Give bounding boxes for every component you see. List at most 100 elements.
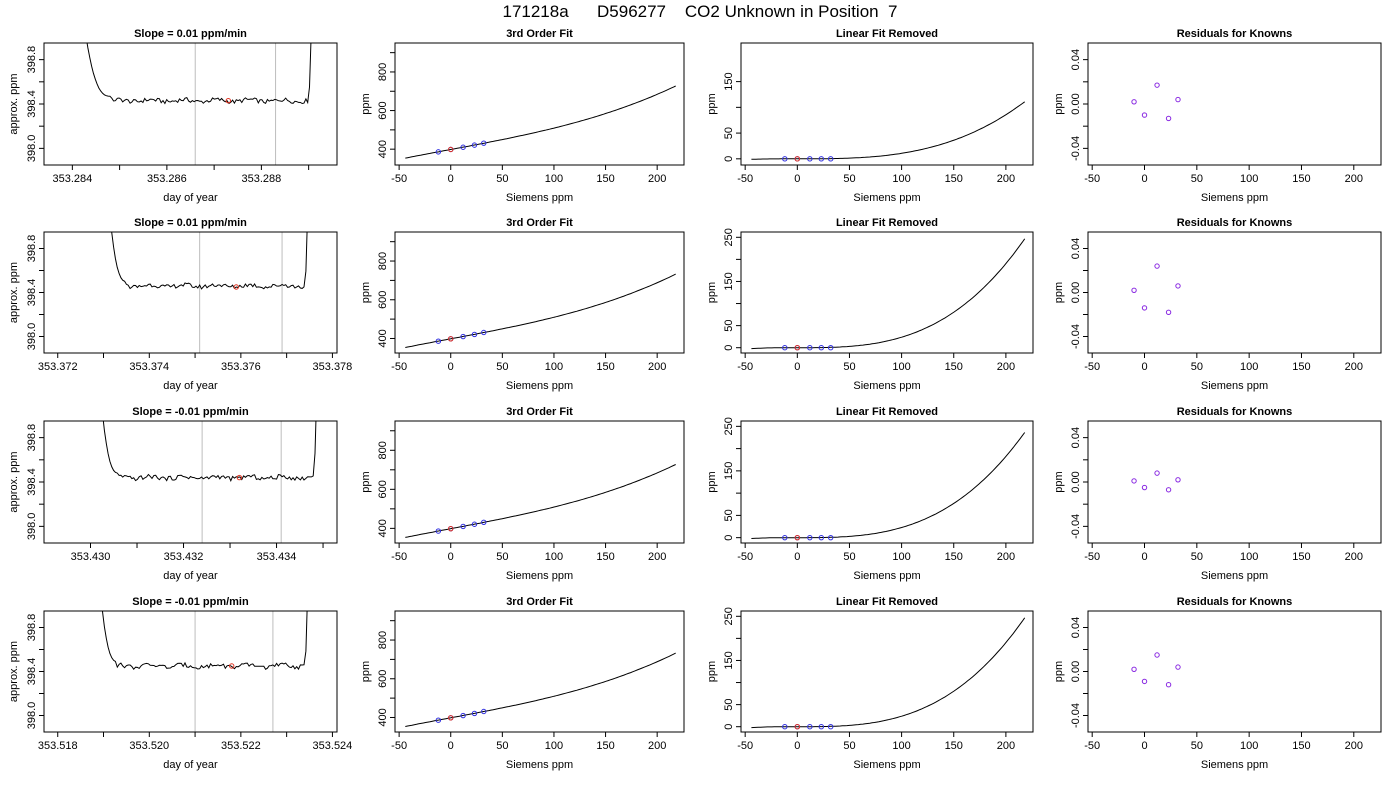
chart-title: Residuals for Knowns — [1177, 596, 1293, 608]
data-point — [481, 519, 487, 526]
x-tick-label: -50 — [737, 740, 753, 752]
chart-title: Slope = -0.01 ppm/min — [132, 596, 249, 608]
y-tick-label: 400 — [377, 329, 389, 347]
data-point — [782, 345, 788, 351]
data-point — [460, 144, 466, 150]
x-tick-label: 50 — [1191, 551, 1203, 563]
red-point-marker — [236, 474, 243, 481]
x-axis-label: Siemens ppm — [506, 192, 573, 204]
x-tick-label: 0 — [1141, 740, 1147, 752]
chart-title: Slope = 0.01 ppm/min — [134, 28, 247, 40]
x-axis-label: Siemens ppm — [506, 570, 573, 582]
data-point — [1165, 487, 1172, 493]
data-point — [782, 724, 788, 730]
plot-area — [101, 611, 308, 732]
x-tick-label: 150 — [1292, 740, 1310, 752]
y-tick-label: 398.0 — [26, 513, 38, 541]
x-tick-label: 0 — [794, 740, 800, 752]
x-tick-label: 100 — [545, 740, 563, 752]
y-tick-label: 400 — [377, 140, 389, 158]
data-point — [827, 156, 834, 162]
chart-panel-r1-c1: 3rd Order Fit Siemens ppm ppm -50 0 50 100 150 2… — [360, 217, 685, 392]
y-tick-label: 600 — [377, 480, 389, 498]
fit-curve — [751, 101, 1025, 160]
x-tick-label: 50 — [843, 361, 855, 373]
red-point-marker — [448, 525, 454, 532]
x-tick-label: 200 — [648, 551, 666, 563]
data-point — [1131, 478, 1137, 484]
chart-panel-r0-c1: 3rd Order Fit Siemens ppm ppm -50 0 50 100 150 2… — [360, 28, 685, 204]
fit-curve — [405, 273, 676, 348]
data-point — [1141, 484, 1148, 491]
x-tick-label: 150 — [1292, 173, 1310, 185]
y-axis-label: approx. ppm — [8, 641, 20, 702]
data-point — [471, 521, 478, 527]
chart-title: Linear Fit Removed — [836, 406, 938, 418]
data-point — [435, 717, 442, 723]
x-tick-label: 353.434 — [257, 551, 297, 563]
y-tick-label: 0.04 — [1070, 238, 1082, 259]
data-point — [435, 338, 442, 344]
data-point — [807, 534, 813, 541]
x-tick-label: 0 — [448, 361, 454, 373]
x-tick-label: 0 — [794, 173, 800, 185]
y-tick-label: 398.8 — [26, 235, 38, 263]
y-axis-label: ppm — [1053, 93, 1065, 114]
data-point — [782, 156, 788, 162]
y-tick-label: 0.04 — [1070, 49, 1082, 70]
timeseries-line — [111, 232, 308, 290]
plot-frame — [1087, 42, 1382, 166]
y-tick-label: 0 — [723, 724, 735, 730]
x-tick-label: 50 — [1191, 173, 1203, 185]
chart-title: Residuals for Knowns — [1177, 217, 1293, 229]
y-axis-label: approx. ppm — [8, 73, 20, 134]
x-tick-label: 150 — [945, 740, 963, 752]
y-tick-label: 0.00 — [1070, 93, 1082, 114]
chart-panel-r1-c2: Linear Fit Removed Siemens ppm ppm -50 0 50 10… — [706, 217, 1034, 392]
fit-curve — [405, 652, 676, 727]
x-tick-label: 100 — [1240, 173, 1258, 185]
x-tick-label: -50 — [391, 173, 407, 185]
x-tick-label: 353.378 — [313, 361, 353, 373]
x-axis-label: Siemens ppm — [506, 380, 573, 392]
plot-frame — [394, 420, 685, 544]
plot-frame — [1087, 420, 1382, 544]
chart-title: 3rd Order Fit — [506, 217, 573, 229]
x-tick-label: 100 — [545, 361, 563, 373]
timeseries-line — [102, 421, 317, 482]
plot-area — [751, 432, 1026, 541]
data-point — [460, 333, 466, 340]
plot-area — [751, 101, 1025, 162]
data-point — [435, 149, 442, 155]
x-tick-label: 150 — [1292, 551, 1310, 563]
chart-title: Linear Fit Removed — [836, 217, 938, 229]
data-point — [827, 534, 834, 541]
y-tick-label: 50 — [723, 127, 735, 139]
plot-area — [102, 421, 317, 543]
plot-area — [405, 85, 676, 159]
data-point — [1165, 682, 1172, 688]
x-tick-label: 353.518 — [38, 740, 78, 752]
y-tick-label: 398.0 — [26, 702, 38, 730]
x-tick-label: 353.284 — [52, 173, 92, 185]
y-tick-label: 0 — [723, 345, 735, 351]
timeseries-line — [86, 43, 312, 105]
plot-frame — [740, 231, 1034, 354]
plot-area — [1131, 652, 1181, 688]
x-tick-label: -50 — [737, 361, 753, 373]
fit-curve — [405, 85, 676, 159]
x-tick-label: -50 — [1084, 173, 1100, 185]
red-point-marker — [448, 146, 454, 153]
data-point — [1154, 652, 1160, 658]
data-point — [460, 712, 466, 719]
data-point — [1141, 112, 1148, 118]
y-tick-label: 398.8 — [26, 614, 38, 642]
x-tick-label: 100 — [1240, 740, 1258, 752]
x-tick-label: 50 — [843, 551, 855, 563]
y-axis-label: ppm — [1053, 282, 1065, 303]
x-tick-label: 200 — [648, 361, 666, 373]
x-tick-label: 353.286 — [147, 173, 187, 185]
x-tick-label: 200 — [997, 361, 1015, 373]
x-tick-label: 150 — [596, 361, 614, 373]
plot-frame — [1087, 610, 1382, 733]
